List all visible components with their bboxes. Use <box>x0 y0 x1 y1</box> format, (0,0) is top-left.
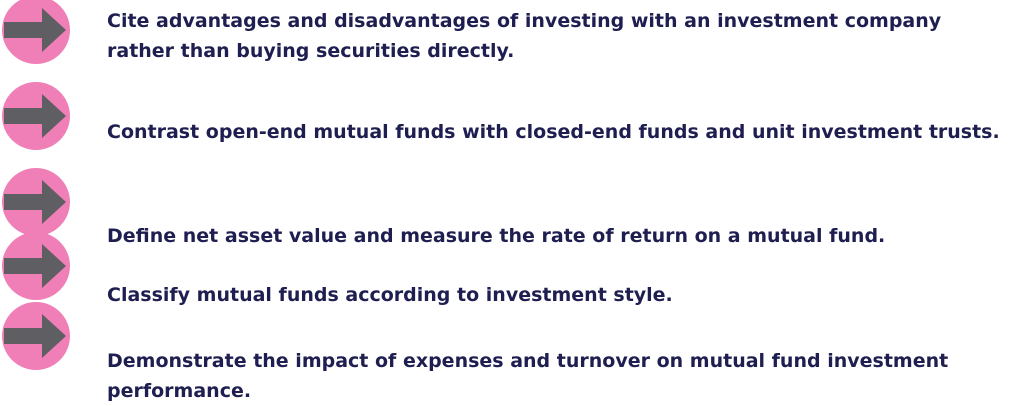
objective-text: Define net asset value and measure the r… <box>107 225 886 247</box>
arrow-icon <box>2 302 70 370</box>
arrow-icon <box>2 0 70 64</box>
objective-text: Demonstrate the impact of expenses and t… <box>107 350 949 402</box>
arrow-icon <box>2 232 70 300</box>
arrow-icon <box>2 168 70 236</box>
objective-text: Contrast open-end mutual funds with clos… <box>107 121 1000 143</box>
objective-text: Cite advantages and disadvantages of inv… <box>107 10 942 62</box>
arrow-icon <box>2 82 70 150</box>
objective-text: Classify mutual funds according to inves… <box>107 284 673 306</box>
